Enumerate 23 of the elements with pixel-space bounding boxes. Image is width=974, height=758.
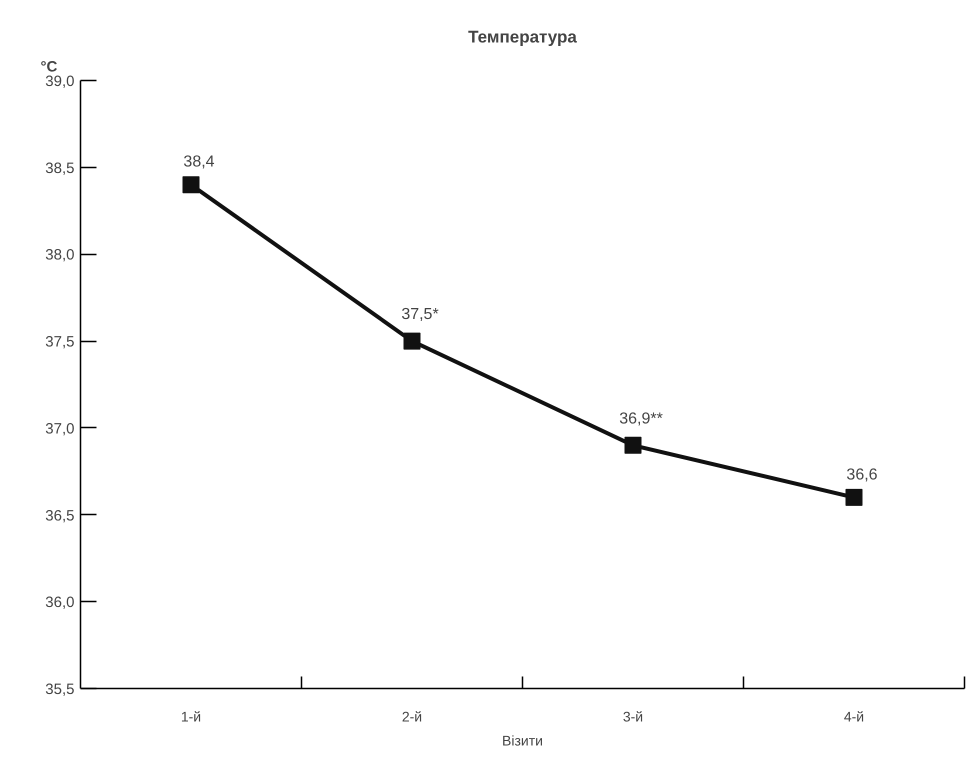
y-tick-label: 36,5 xyxy=(45,507,75,524)
y-tick-label: 37,5 xyxy=(45,334,75,351)
y-tick-label: 38,5 xyxy=(45,160,75,177)
x-tick-label: 2-й xyxy=(402,708,422,724)
y-tick-label: 35,5 xyxy=(45,681,75,698)
y-tick-label: 39,0 xyxy=(45,73,75,90)
chart-title: Температура xyxy=(468,28,578,46)
data-label: 38,4 xyxy=(183,154,215,171)
y-tick-label: 37,0 xyxy=(45,420,75,438)
point xyxy=(846,488,862,506)
point xyxy=(624,436,642,454)
x-tick-label: 3-й xyxy=(622,708,644,724)
y-tick-label: 36,0 xyxy=(45,594,75,612)
point xyxy=(182,176,200,194)
y-tick-label: 38,0 xyxy=(45,246,75,264)
data-label: 36,9** xyxy=(619,410,663,428)
y-axis-title: °C xyxy=(40,58,58,76)
x-tick-label: 4-й xyxy=(844,708,864,724)
data-label: 37,5* xyxy=(401,306,439,324)
point xyxy=(404,332,420,350)
x-tick-label: 1-й xyxy=(180,708,202,724)
x-axis-title: Візити xyxy=(502,732,543,748)
data-label: 36,6 xyxy=(846,466,878,484)
